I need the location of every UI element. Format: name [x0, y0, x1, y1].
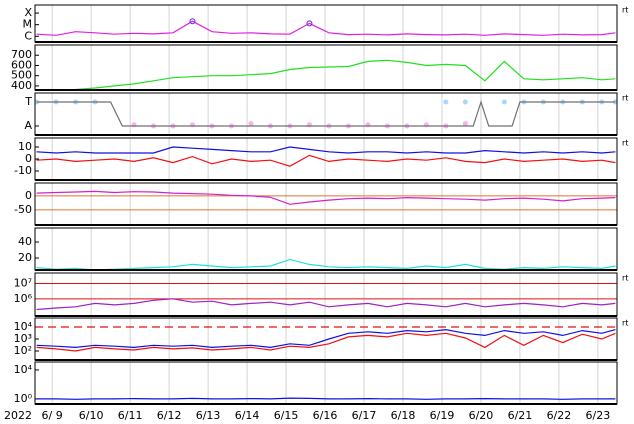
- data-dot: [443, 99, 449, 105]
- panel-frame: [34, 272, 618, 317]
- x-tick-label: 6/23: [586, 409, 611, 422]
- x-tick-label: 6/18: [391, 409, 416, 422]
- y-tick-label: 10⁷: [14, 277, 32, 290]
- y-tick-label: M: [23, 18, 33, 31]
- series: [36, 190, 616, 205]
- data-line: [36, 190, 616, 205]
- y-tick-label: T: [24, 95, 32, 108]
- y-tick-label: 10⁶: [14, 292, 33, 305]
- x-tick-label: 6/16: [313, 409, 338, 422]
- y-tick-label: 10³: [14, 332, 32, 345]
- y-tick-label: A: [24, 119, 32, 132]
- data-line: [36, 397, 616, 400]
- data-line: [36, 298, 616, 311]
- series: [36, 332, 616, 352]
- x-tick-label: 6/19: [430, 409, 455, 422]
- y-tick-label: X: [24, 6, 32, 19]
- x-tick-label: 6/22: [547, 409, 572, 422]
- x-tick-label: 6/20: [469, 409, 494, 422]
- x-tick-label: 6/11: [118, 409, 143, 422]
- data-line: [36, 258, 616, 270]
- side-label: rt: [622, 6, 628, 15]
- y-tick-label: 40: [18, 235, 32, 248]
- y-tick-label: 10⁰: [14, 392, 33, 405]
- panel-frame: [34, 317, 618, 361]
- y-tick-label: 600: [11, 58, 32, 71]
- series: [36, 154, 616, 167]
- x-tick-label: 6/ 9: [42, 409, 63, 422]
- y-tick-label: 0: [25, 189, 32, 202]
- panel-frame: [34, 361, 618, 405]
- x-tick-label: 6/14: [235, 409, 260, 422]
- flare-marker: [306, 20, 313, 27]
- series: [36, 100, 616, 127]
- y-tick-label: C: [24, 29, 32, 42]
- data-line: [36, 146, 616, 154]
- data-dot: [462, 99, 468, 105]
- side-label: rt: [622, 94, 628, 103]
- y-tick-label: 400: [11, 79, 32, 92]
- y-tick-label: 0: [25, 152, 32, 165]
- y-tick-label: 20: [18, 251, 32, 264]
- side-label: rt: [622, 274, 628, 283]
- y-tick-label: 500: [11, 69, 32, 82]
- data-line: [36, 332, 616, 352]
- data-dot: [248, 121, 254, 127]
- data-line: [36, 328, 616, 349]
- y-tick-label: 10: [18, 140, 32, 153]
- data-line: [36, 20, 616, 36]
- flare-marker: [189, 18, 196, 25]
- panel-frame: [34, 182, 618, 226]
- series: [52, 59, 616, 90]
- data-line: [52, 59, 616, 90]
- y-tick-label: 10⁴: [14, 363, 33, 376]
- data-dot: [501, 99, 507, 105]
- series: [36, 258, 616, 270]
- series: [36, 146, 616, 154]
- y-tick-label: 10²: [14, 344, 32, 357]
- series: [36, 328, 616, 349]
- data-line: [36, 100, 616, 127]
- series: [36, 397, 616, 400]
- x-tick-label: 6/17: [352, 409, 377, 422]
- x-tick-label: 6/12: [157, 409, 182, 422]
- y-tick-label: -10: [14, 164, 32, 177]
- panel-frame: [34, 137, 618, 181]
- panel-frame: [34, 4, 618, 43]
- y-tick-label: 10⁴: [14, 320, 33, 333]
- series: [36, 20, 616, 36]
- side-label: rt: [622, 319, 628, 328]
- x-tick-label: 6/13: [196, 409, 221, 422]
- data-line: [36, 154, 616, 167]
- y-tick-label: -50: [14, 203, 32, 216]
- year-label: 2022: [4, 409, 32, 422]
- x-tick-label: 6/15: [274, 409, 299, 422]
- series: [131, 121, 468, 129]
- data-dot: [462, 121, 468, 127]
- series: [36, 298, 616, 311]
- y-tick-label: 700: [11, 48, 32, 61]
- series: [189, 18, 313, 27]
- panel-frame: [34, 92, 618, 136]
- panel-frame: [34, 227, 618, 271]
- x-tick-label: 6/10: [79, 409, 104, 422]
- x-tick-label: 6/21: [508, 409, 533, 422]
- side-label: rt: [622, 139, 628, 148]
